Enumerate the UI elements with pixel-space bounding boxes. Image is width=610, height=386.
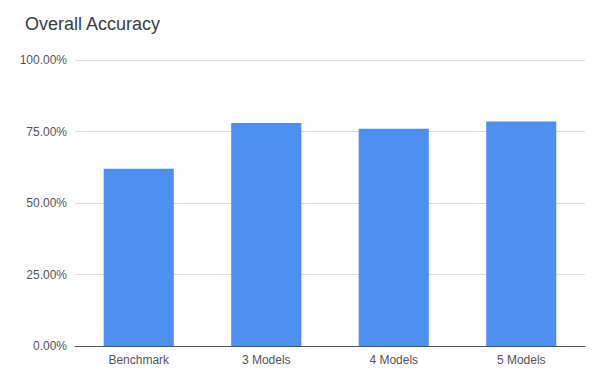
svg-text:4 Models: 4 Models xyxy=(369,353,418,367)
svg-text:Benchmark: Benchmark xyxy=(108,353,170,367)
svg-text:100.00%: 100.00% xyxy=(20,53,68,67)
svg-text:5 Models: 5 Models xyxy=(497,353,546,367)
svg-text:0.00%: 0.00% xyxy=(33,339,67,353)
svg-text:25.00%: 25.00% xyxy=(26,268,67,282)
svg-text:3 Models: 3 Models xyxy=(242,353,291,367)
svg-text:50.00%: 50.00% xyxy=(26,196,67,210)
svg-text:75.00%: 75.00% xyxy=(26,125,67,139)
svg-text:Overall Accuracy: Overall Accuracy xyxy=(25,14,160,34)
